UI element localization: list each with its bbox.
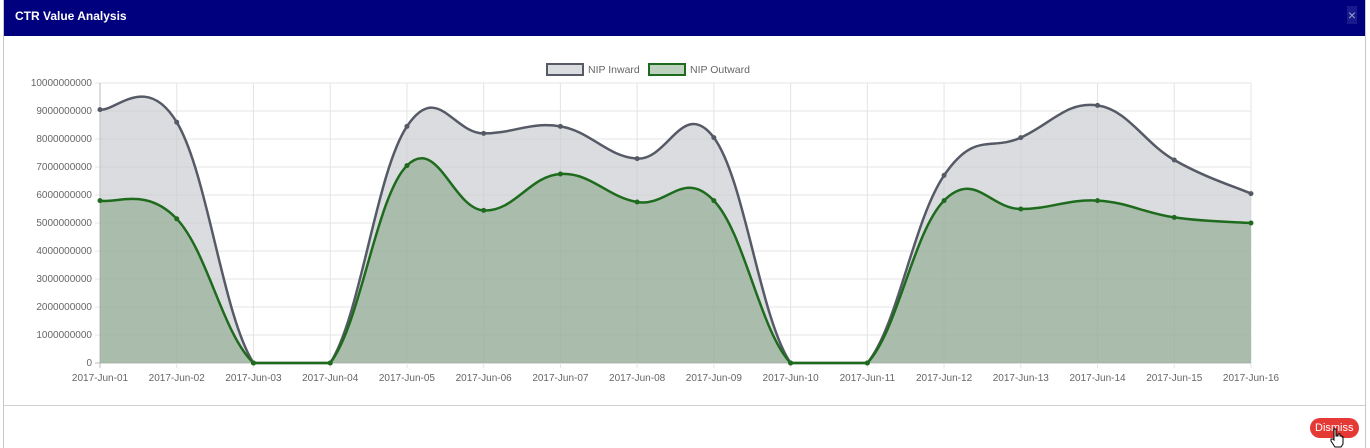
x-tick-label: 2017-Jun-01 xyxy=(72,373,129,384)
chart-dialog: CTR Value Analysis × 0 1000000000 20000000… xyxy=(3,0,1366,448)
x-tick-label: 2017-Jun-07 xyxy=(532,373,589,384)
series-inward-point xyxy=(557,123,563,129)
series-outward-point xyxy=(864,360,870,366)
dialog-header: CTR Value Analysis × xyxy=(4,0,1365,36)
y-tick-label: 6000000000 xyxy=(36,190,92,201)
series-inward-point xyxy=(1171,157,1177,163)
series-outward-point xyxy=(327,360,333,366)
x-tick-label: 2017-Jun-04 xyxy=(302,373,359,384)
series-inward-point xyxy=(941,172,947,178)
series-outward-point xyxy=(711,198,717,204)
legend-label-outward: NIP Outward xyxy=(690,64,750,76)
y-tick-label: 1000000000 xyxy=(36,330,92,341)
hand-cursor-icon xyxy=(1330,428,1344,448)
x-tick-label: 2017-Jun-15 xyxy=(1146,373,1203,384)
x-tick-label: 2017-Jun-05 xyxy=(379,373,436,384)
series-inward-point xyxy=(174,119,180,125)
x-tick-label: 2017-Jun-10 xyxy=(763,373,820,384)
series-outward-point xyxy=(174,216,180,222)
legend-label-inward: NIP Inward xyxy=(588,64,640,76)
x-tick-label: 2017-Jun-12 xyxy=(916,373,973,384)
close-icon[interactable]: × xyxy=(1347,6,1357,24)
dismiss-button[interactable]: Dismiss xyxy=(1310,418,1359,438)
series-inward-point xyxy=(711,135,717,141)
series-inward-point xyxy=(1018,135,1024,141)
series-outward-point xyxy=(1095,198,1101,204)
series-outward-point xyxy=(404,163,410,169)
x-tick-label: 2017-Jun-09 xyxy=(686,373,743,384)
series-outward-area xyxy=(100,158,1251,363)
series-outward-point xyxy=(1248,220,1254,226)
y-tick-label: 7000000000 xyxy=(36,162,92,173)
y-tick-label: 8000000000 xyxy=(36,134,92,145)
y-tick-label: 2000000000 xyxy=(36,302,92,313)
x-tick-label: 2017-Jun-16 xyxy=(1223,373,1280,384)
series-inward-point xyxy=(1248,191,1254,197)
footer-divider xyxy=(4,405,1365,406)
y-tick-label: 3000000000 xyxy=(36,274,92,285)
series-outward-point xyxy=(788,360,794,366)
series-outward-point xyxy=(557,171,563,177)
series-inward-point xyxy=(634,156,640,162)
series-inward-point xyxy=(481,130,487,136)
x-tick-label: 2017-Jun-06 xyxy=(456,373,513,384)
chart-area: 0 1000000000 2000000000 3000000000 400000000… xyxy=(4,36,1365,404)
x-tick-label: 2017-Jun-03 xyxy=(225,373,282,384)
series-inward-point xyxy=(1095,102,1101,108)
y-tick-label: 0 xyxy=(86,358,92,369)
x-tick-label: 2017-Jun-13 xyxy=(993,373,1050,384)
y-tick-label: 5000000000 xyxy=(36,218,92,229)
series-inward-area xyxy=(100,96,1251,363)
series-inward-point xyxy=(97,107,103,113)
series-outward-point xyxy=(1018,206,1024,212)
x-tick-label: 2017-Jun-08 xyxy=(609,373,666,384)
dialog-title: CTR Value Analysis xyxy=(15,9,127,23)
series-outward-point xyxy=(941,198,947,204)
y-tick-label: 9000000000 xyxy=(36,106,92,117)
area-chart: 0 1000000000 2000000000 3000000000 400000000… xyxy=(31,63,1280,384)
legend-swatch-inward xyxy=(546,63,584,76)
y-tick-label: 10000000000 xyxy=(31,78,93,89)
series-outward-point xyxy=(97,198,103,204)
y-tick-label: 4000000000 xyxy=(36,246,92,257)
x-tick-label: 2017-Jun-02 xyxy=(149,373,206,384)
legend-swatch-outward xyxy=(648,63,686,76)
x-tick-label: 2017-Jun-11 xyxy=(840,373,896,384)
series-inward-point xyxy=(404,123,410,129)
series-outward-point xyxy=(250,360,256,366)
series-outward-point xyxy=(481,207,487,213)
x-tick-label: 2017-Jun-14 xyxy=(1069,373,1126,384)
series-outward-point xyxy=(1171,214,1177,220)
series-outward-point xyxy=(634,199,640,205)
